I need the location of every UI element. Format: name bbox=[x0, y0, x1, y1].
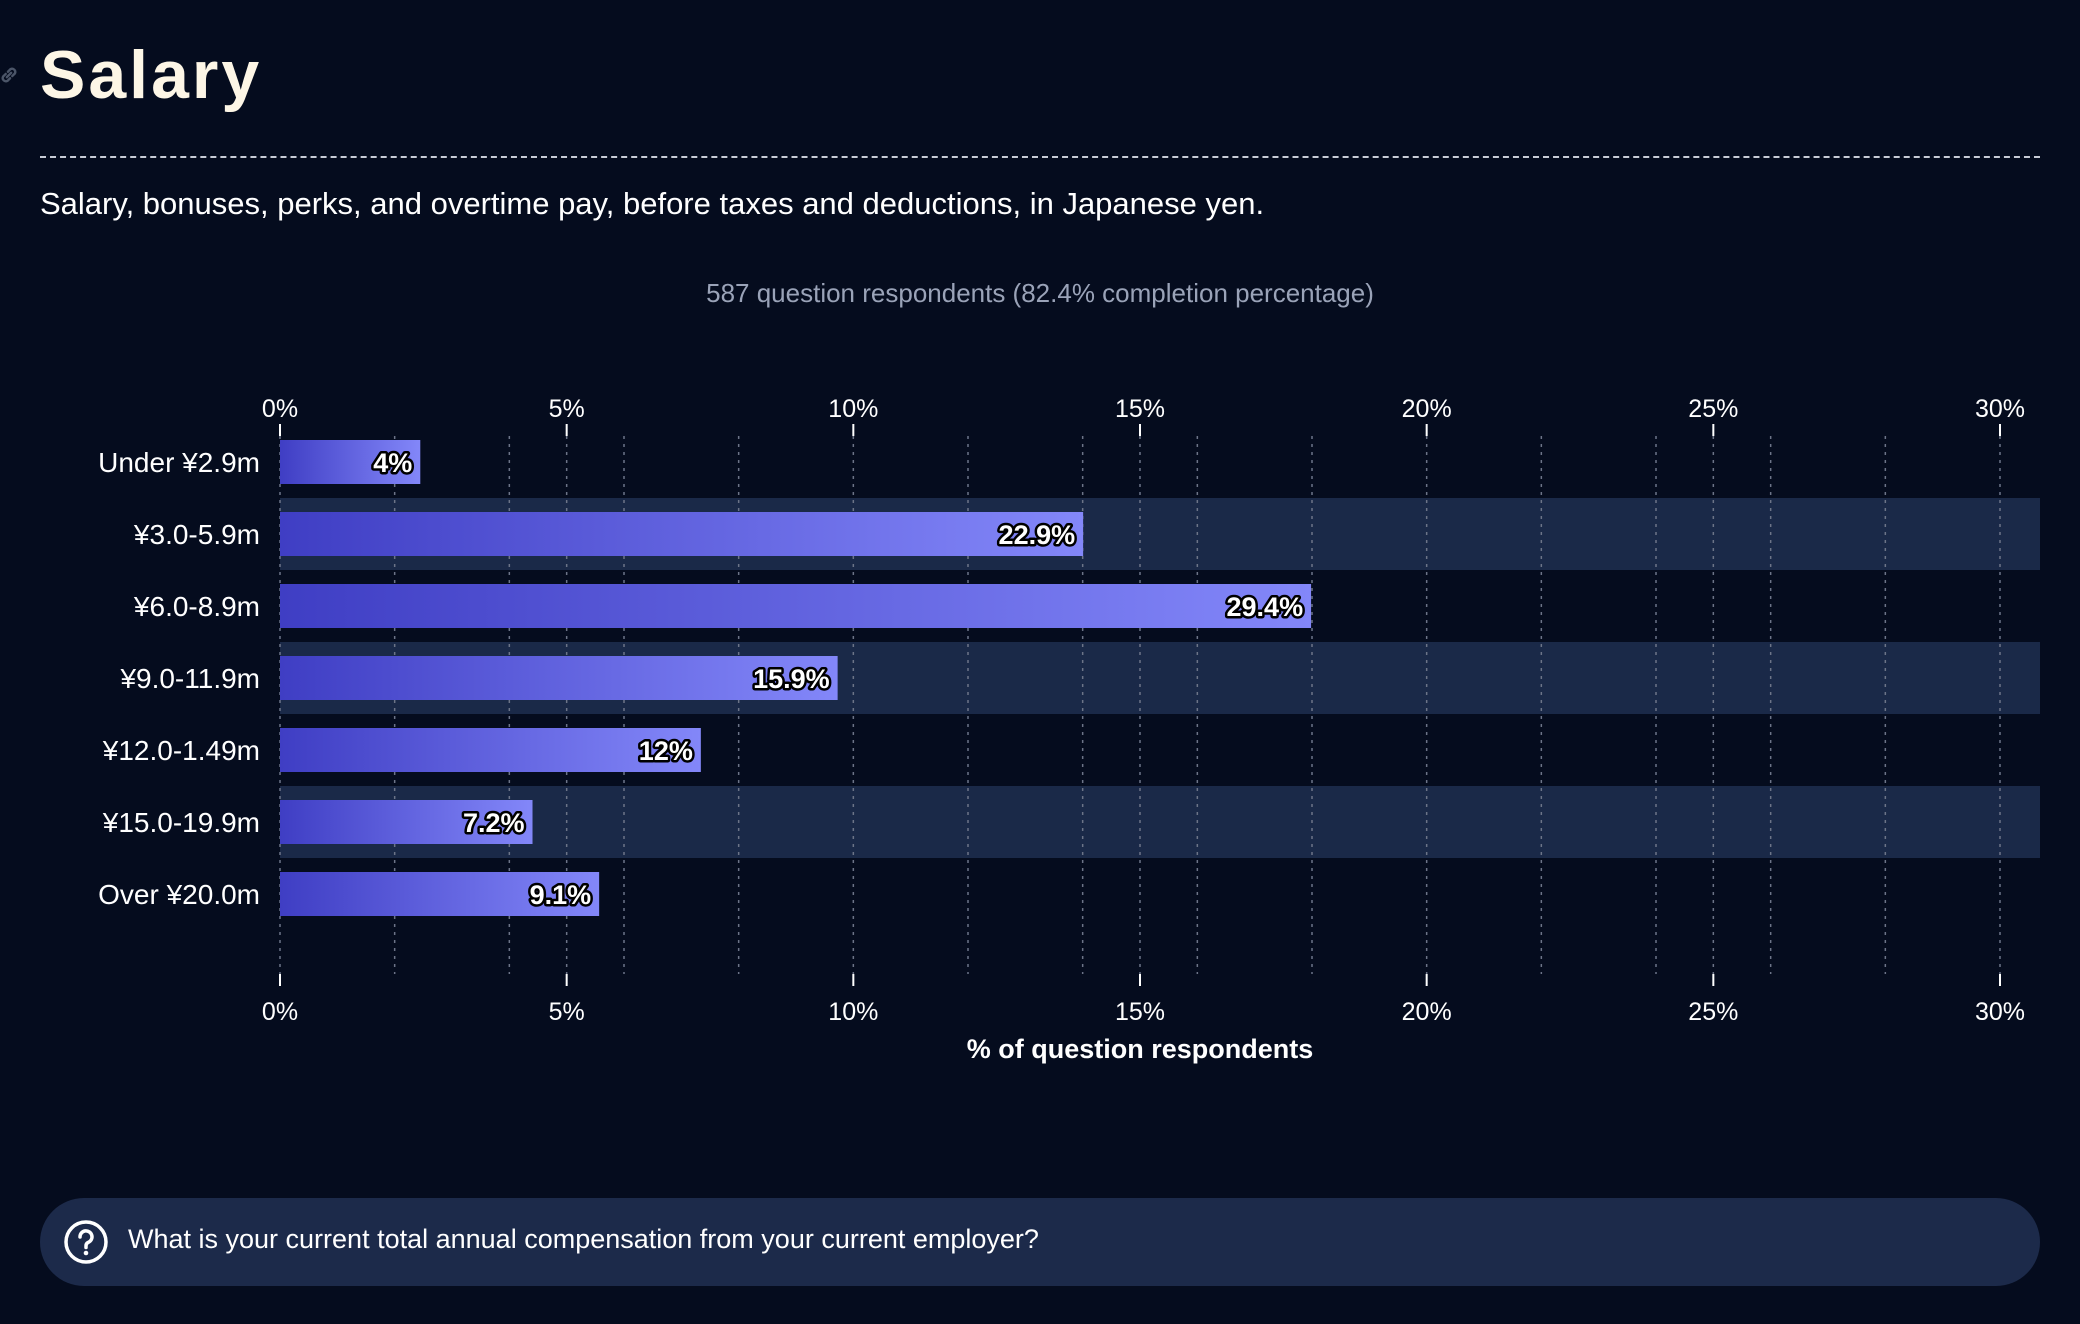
value-label: 15.9% bbox=[753, 664, 830, 694]
row-band bbox=[280, 786, 2040, 858]
bar[interactable] bbox=[280, 656, 838, 700]
category-label: ¥6.0-8.9m bbox=[133, 591, 260, 622]
value-label: 22.9% bbox=[999, 520, 1076, 550]
value-label: 7.2% bbox=[463, 808, 525, 838]
respondents-note: 587 question respondents (82.4% completi… bbox=[706, 278, 1374, 308]
category-label: ¥12.0-1.49m bbox=[102, 735, 260, 766]
salary-bar-chart: 0% 5% 10% 15% 20% 25% 30% 0% 5% 10% 15% 20% 25% 30% … bbox=[98, 395, 2040, 1064]
link-icon[interactable] bbox=[0, 62, 22, 88]
x-tick-label-bottom: 25% bbox=[1688, 998, 1738, 1026]
x-tick-label-top: 25% bbox=[1688, 395, 1738, 423]
title-divider bbox=[40, 156, 2040, 158]
x-tick-label-bottom: 10% bbox=[828, 998, 878, 1026]
bar[interactable] bbox=[280, 584, 1312, 628]
x-tick-label-bottom: 20% bbox=[1402, 998, 1452, 1026]
value-label: 9.1% bbox=[530, 880, 592, 910]
category-label: ¥9.0-11.9m bbox=[119, 663, 260, 694]
x-tick-label-top: 5% bbox=[549, 395, 585, 423]
bar[interactable] bbox=[280, 872, 600, 916]
bar[interactable] bbox=[280, 728, 701, 772]
x-tick-label-bottom: 30% bbox=[1975, 998, 2025, 1026]
x-tick-label-bottom: 15% bbox=[1115, 998, 1165, 1026]
value-label: 12% bbox=[639, 736, 693, 766]
x-tick-label-top: 0% bbox=[262, 395, 298, 423]
bar[interactable] bbox=[280, 800, 533, 844]
question-circle-icon bbox=[64, 1220, 108, 1264]
bar[interactable] bbox=[280, 512, 1084, 556]
category-label: Over ¥20.0m bbox=[98, 879, 260, 910]
x-tick-label-top: 30% bbox=[1975, 395, 2025, 423]
value-label: 4% bbox=[373, 448, 412, 478]
value-label: 29.4% bbox=[1227, 592, 1304, 622]
category-label: ¥3.0-5.9m bbox=[133, 519, 260, 550]
question-text: What is your current total annual compen… bbox=[128, 1224, 1039, 1254]
page-title: Salary bbox=[40, 37, 263, 113]
category-label: Under ¥2.9m bbox=[98, 447, 260, 478]
x-tick-label-bottom: 0% bbox=[262, 998, 298, 1026]
question-banner: What is your current total annual compen… bbox=[40, 1198, 2040, 1286]
x-tick-label-top: 15% bbox=[1115, 395, 1165, 423]
section-description: Salary, bonuses, perks, and overtime pay… bbox=[40, 186, 1265, 221]
bar[interactable] bbox=[280, 440, 421, 484]
x-axis-label: % of question respondents bbox=[967, 1034, 1314, 1064]
x-tick-label-bottom: 5% bbox=[549, 998, 585, 1026]
x-tick-label-top: 10% bbox=[828, 395, 878, 423]
x-tick-label-top: 20% bbox=[1402, 395, 1452, 423]
category-label: ¥15.0-19.9m bbox=[102, 807, 260, 838]
